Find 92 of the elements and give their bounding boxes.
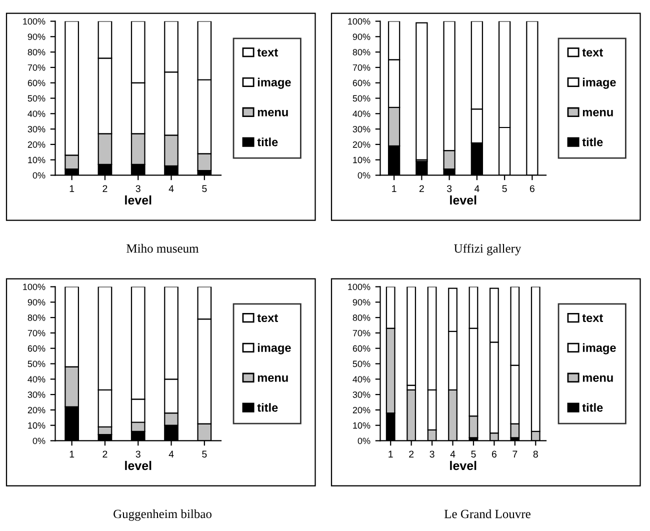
y-tick-label: 10% — [28, 156, 46, 164]
y-tick-label: 40% — [28, 110, 46, 117]
x-tick-label: 3 — [136, 185, 140, 192]
y-tick-label: 50% — [352, 95, 370, 102]
x-tick-label: 2 — [102, 185, 108, 192]
legend-label: image — [258, 78, 291, 89]
y-tick-label: 50% — [28, 95, 46, 102]
y-tick-label: 40% — [352, 376, 370, 382]
legend-label: title — [257, 138, 278, 146]
y-tick-label: 60% — [352, 345, 370, 352]
y-tick-label: 0% — [32, 438, 46, 444]
y-tick-label: 30% — [28, 126, 46, 132]
y-tick-label: 70% — [28, 330, 46, 336]
y-tick-label: 30% — [28, 392, 46, 398]
x-tick-label: 4 — [474, 185, 480, 192]
y-tick-label: 80% — [28, 314, 46, 321]
x-tick-label: 7 — [512, 450, 518, 458]
y-tick-label: 10% — [353, 156, 370, 164]
y-tick-label: 70% — [352, 64, 370, 71]
y-tick-label: 100% — [348, 284, 370, 290]
x-tick-label: 2 — [409, 450, 414, 458]
legend-label: text — [257, 48, 278, 57]
y-tick-label: 60% — [28, 345, 46, 352]
y-tick-label: 70% — [28, 64, 46, 71]
y-tick-label: 90% — [352, 299, 370, 306]
x-tick-label: 5 — [471, 450, 476, 458]
y-tick-label: 20% — [28, 406, 46, 414]
y-tick-label: 10% — [28, 422, 46, 429]
legend-label: title — [257, 403, 278, 412]
y-tick-label: 30% — [352, 392, 370, 398]
x-tick-label: 4 — [168, 450, 174, 458]
y-tick-label: 100% — [23, 18, 46, 25]
x-axis-title: level — [125, 460, 152, 470]
x-tick-label: 4 — [168, 185, 174, 192]
x-axis-title: level — [125, 195, 152, 205]
x-tick-label: 1 — [70, 185, 74, 192]
legend-label: image — [582, 343, 616, 354]
y-tick-label: 50% — [352, 360, 370, 368]
y-tick-label: 30% — [352, 126, 370, 132]
x-tick-label: 6 — [530, 185, 534, 192]
x-tick-label: 5 — [202, 185, 207, 192]
x-tick-label: 8 — [533, 450, 538, 458]
x-axis-title: level — [450, 195, 476, 205]
x-tick-label: 1 — [388, 450, 393, 458]
text: Miho museum — [126, 244, 199, 253]
y-tick-label: 40% — [28, 376, 46, 382]
legend-label: text — [582, 314, 603, 322]
y-tick-label: 100% — [23, 284, 46, 290]
y-tick-label: 20% — [28, 141, 46, 148]
x-tick-label: 5 — [202, 450, 207, 458]
y-tick-label: 70% — [352, 330, 370, 336]
x-tick-label: 1 — [392, 185, 396, 192]
legend-label: menu — [258, 110, 288, 116]
y-tick-label: 0% — [358, 438, 370, 444]
legend-label: title — [582, 138, 603, 146]
y-tick-label: 0% — [32, 172, 46, 179]
legend-label: image — [582, 78, 616, 89]
y-tick-label: 90% — [28, 34, 46, 40]
legend-label: text — [257, 314, 278, 322]
y-tick-label: 60% — [28, 80, 46, 86]
y-tick-label: 50% — [28, 360, 46, 368]
y-tick-label: 40% — [352, 110, 370, 117]
text: Uffizi gallery — [454, 244, 522, 256]
x-tick-label: 5 — [502, 185, 507, 192]
x-tick-label: 4 — [450, 450, 456, 458]
x-tick-label: 6 — [492, 450, 496, 458]
y-tick-label: 20% — [352, 141, 370, 148]
legend-label: title — [582, 403, 603, 412]
x-tick-label: 1 — [70, 450, 74, 458]
text: Le Grand Louvre — [444, 509, 530, 518]
y-tick-label: 100% — [348, 18, 370, 25]
legend-label: text — [582, 48, 603, 57]
y-tick-label: 20% — [352, 406, 370, 414]
legend-label: menu — [582, 110, 613, 116]
y-tick-label: 80% — [28, 49, 46, 56]
y-tick-label: 90% — [352, 34, 370, 40]
x-tick-label: 3 — [430, 450, 434, 458]
y-tick-label: 90% — [28, 299, 46, 306]
x-tick-label: 3 — [446, 185, 452, 192]
x-tick-label: 3 — [136, 450, 140, 458]
y-tick-label: 80% — [352, 314, 370, 321]
legend-label: image — [258, 343, 291, 354]
x-tick-label: 2 — [419, 185, 424, 192]
y-tick-label: 10% — [353, 422, 370, 429]
y-tick-label: 0% — [358, 172, 370, 179]
y-tick-label: 60% — [352, 80, 370, 86]
y-tick-label: 80% — [352, 49, 370, 56]
x-axis-title: level — [450, 460, 476, 470]
legend-label: menu — [258, 375, 288, 382]
x-tick-label: 2 — [102, 450, 108, 458]
legend-label: menu — [582, 375, 613, 382]
text: Guggenheim bilbao — [114, 509, 212, 521]
